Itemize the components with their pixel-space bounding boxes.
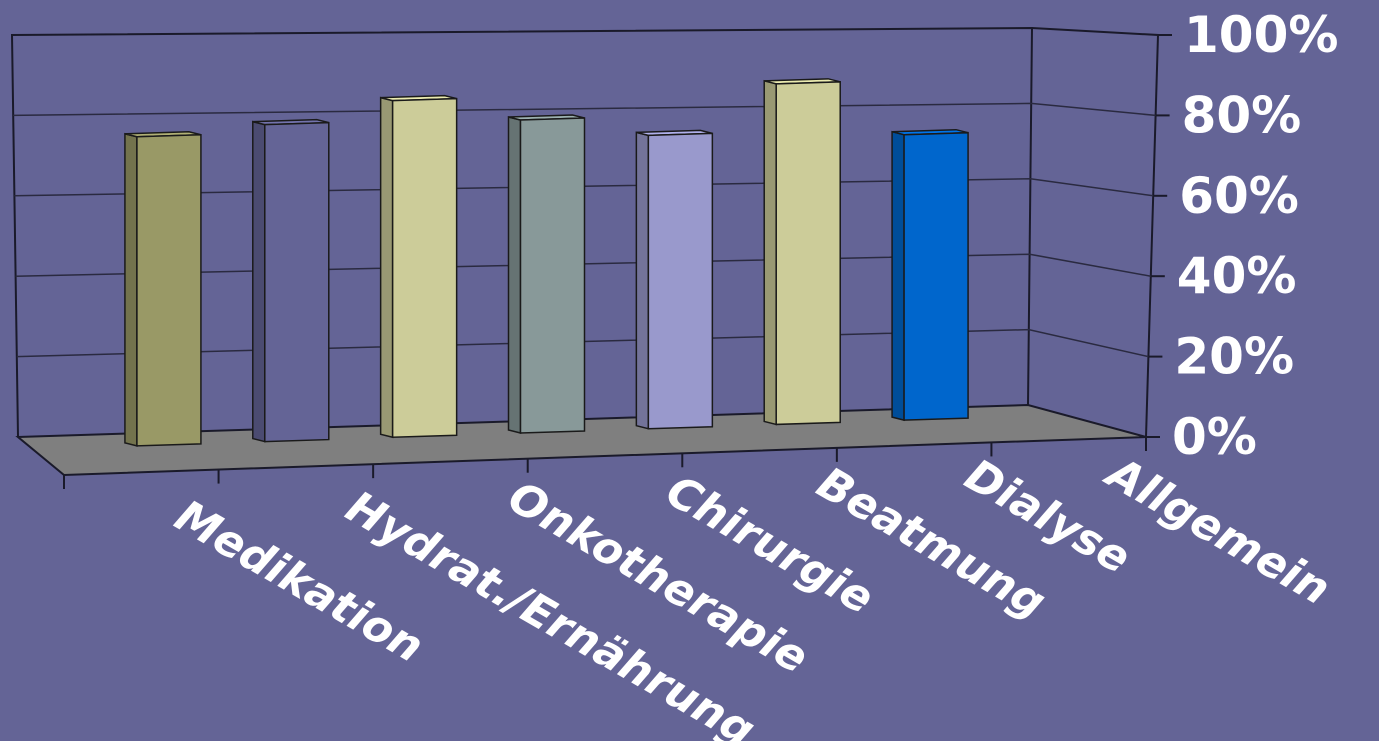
bar-3 bbox=[379, 94, 458, 439]
bar-side bbox=[763, 79, 777, 426]
bar-front bbox=[903, 131, 969, 421]
bar-front bbox=[647, 132, 714, 430]
y-tick-label: 60% bbox=[1179, 167, 1299, 225]
y-tick-label: 40% bbox=[1177, 247, 1297, 305]
bar-7 bbox=[891, 128, 969, 422]
back-wall bbox=[10, 26, 1034, 438]
bars bbox=[124, 78, 969, 447]
bar-6 bbox=[763, 78, 841, 426]
bar-front bbox=[519, 117, 586, 434]
x-axis-ticks: MedikationHydrat./ErnährungOnkotherapieC… bbox=[167, 446, 1339, 741]
y-tick-label: 20% bbox=[1174, 328, 1294, 386]
bar-side bbox=[124, 132, 138, 447]
side-wall bbox=[1031, 27, 1160, 438]
bar-2 bbox=[252, 118, 330, 443]
gridline bbox=[14, 178, 1154, 197]
y-axis-ticks: 0% 20% 40% 60% 80% 100% bbox=[1146, 6, 1338, 466]
bar-front bbox=[775, 81, 841, 426]
bar-side bbox=[507, 116, 522, 434]
gridline bbox=[16, 328, 1149, 358]
bar-front bbox=[391, 97, 458, 439]
y-tick-label: 100% bbox=[1184, 6, 1338, 64]
y-tick-label: 80% bbox=[1182, 86, 1302, 144]
bar-side bbox=[635, 131, 650, 430]
bar-side bbox=[379, 96, 394, 439]
bar-front bbox=[136, 134, 202, 447]
bar-5 bbox=[635, 129, 714, 430]
bar-4 bbox=[507, 114, 586, 434]
bar-front bbox=[264, 121, 330, 443]
gridline bbox=[15, 253, 1151, 277]
bar-1 bbox=[124, 131, 202, 447]
bar-side bbox=[252, 120, 266, 443]
y-tick-label: 0% bbox=[1172, 408, 1257, 466]
x-tick-label: Allgemein bbox=[1096, 446, 1339, 615]
gridline bbox=[13, 102, 1156, 117]
gridlines bbox=[13, 102, 1156, 358]
bar-side bbox=[891, 130, 905, 422]
